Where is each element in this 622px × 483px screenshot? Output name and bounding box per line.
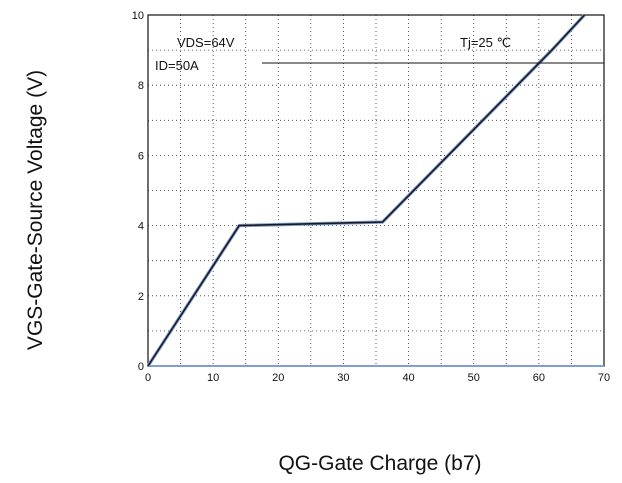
series-layer bbox=[146, 13, 586, 367]
y-tick-label: 6 bbox=[138, 150, 144, 162]
x-tick-label: 50 bbox=[468, 372, 480, 384]
series-line bbox=[147, 14, 586, 367]
y-tick-labels: 0 2 4 6 8 10 bbox=[132, 10, 144, 373]
y-tick-label: 10 bbox=[132, 10, 144, 22]
grid bbox=[148, 15, 604, 366]
y-axis-title: VGS-Gate-Source Voltage (V) bbox=[24, 70, 47, 350]
x-tick-label: 20 bbox=[272, 372, 284, 384]
annotation-tj: Tj=25 ℃ bbox=[460, 35, 511, 50]
x-tick-labels: 0 10 20 30 40 50 60 70 bbox=[145, 372, 610, 384]
x-tick-label: 40 bbox=[402, 372, 414, 384]
x-tick-label: 60 bbox=[533, 372, 545, 384]
y-tick-label: 2 bbox=[138, 291, 144, 303]
y-tick-label: 8 bbox=[138, 80, 144, 92]
x-axis-title: QG-Gate Charge (b7) bbox=[278, 452, 481, 475]
annotation-id: ID=50A bbox=[155, 58, 199, 73]
y-tick-label: 4 bbox=[138, 221, 144, 233]
x-tick-label: 70 bbox=[598, 372, 610, 384]
y-tick-label: 0 bbox=[138, 361, 144, 373]
x-tick-label: 0 bbox=[145, 372, 151, 384]
x-tick-label: 30 bbox=[337, 372, 349, 384]
annotation-vds: VDS=64V bbox=[177, 35, 235, 50]
x-tick-label: 10 bbox=[207, 372, 219, 384]
